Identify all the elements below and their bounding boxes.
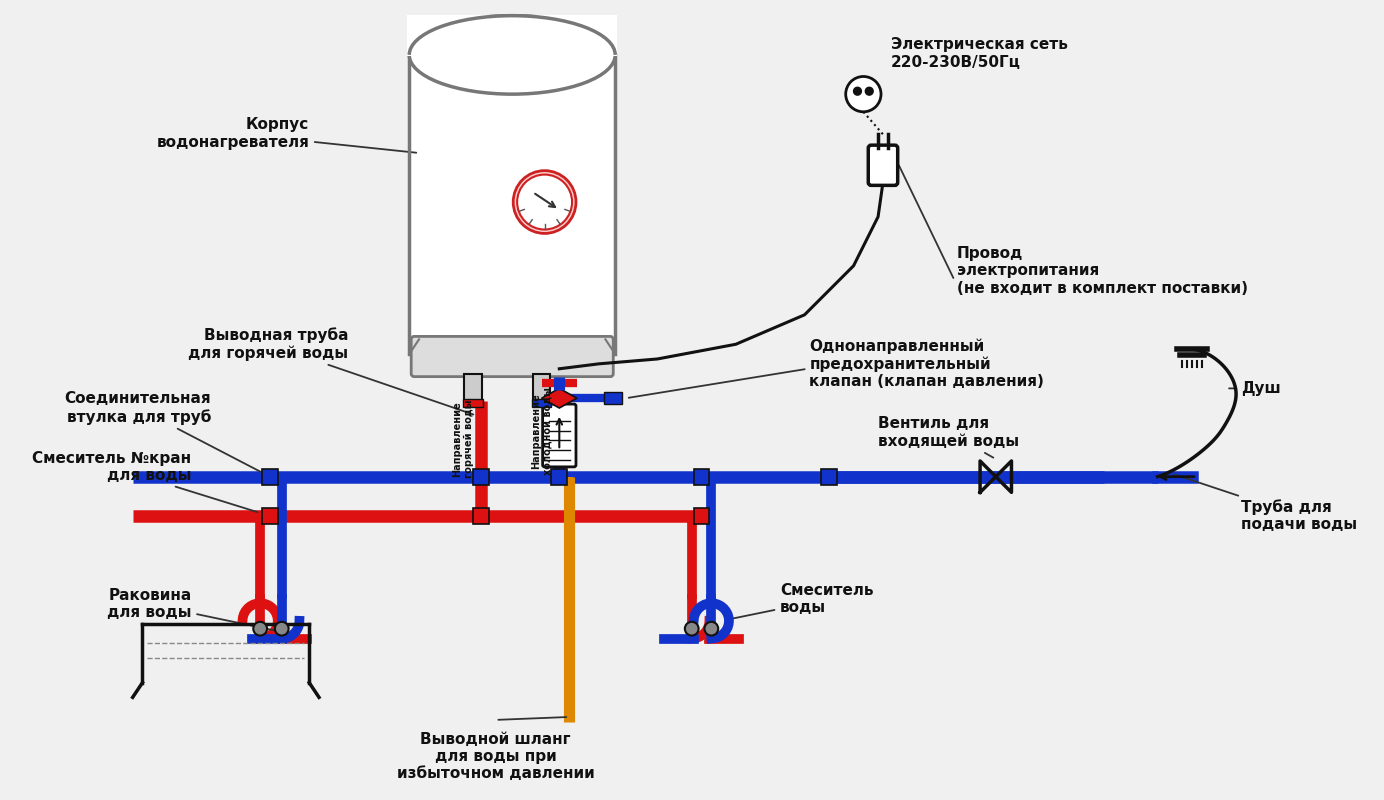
Text: Раковина
для воды: Раковина для воды bbox=[107, 588, 286, 633]
Text: Выводная труба
для горячей воды: Выводная труба для горячей воды bbox=[188, 327, 473, 414]
Bar bbox=[464, 374, 482, 401]
FancyBboxPatch shape bbox=[543, 404, 576, 467]
Polygon shape bbox=[541, 388, 577, 408]
Circle shape bbox=[865, 87, 873, 95]
Text: Направление
холодной воды: Направление холодной воды bbox=[531, 388, 552, 475]
Bar bbox=[473, 469, 489, 485]
FancyBboxPatch shape bbox=[868, 145, 898, 186]
Text: Провод
электропитания
(не входит в комплект поставки): Провод электропитания (не входит в компл… bbox=[956, 246, 1247, 295]
Bar bbox=[693, 508, 710, 524]
Text: Вентиль для
входящей воды: Вентиль для входящей воды bbox=[877, 416, 1019, 458]
Circle shape bbox=[518, 174, 572, 230]
Text: Корпус
водонагревателя: Корпус водонагревателя bbox=[156, 117, 417, 153]
Bar bbox=[262, 469, 278, 485]
Circle shape bbox=[275, 622, 289, 635]
Text: Смеситель №кран
для воды: Смеситель №кран для воды bbox=[32, 450, 257, 512]
Text: Направление
горячей воды: Направление горячей воды bbox=[453, 400, 475, 478]
Bar bbox=[693, 469, 710, 485]
Text: Душ: Душ bbox=[1241, 381, 1280, 396]
Bar bbox=[551, 469, 567, 485]
Bar bbox=[605, 392, 621, 404]
FancyBboxPatch shape bbox=[411, 337, 613, 377]
Bar bbox=[531, 399, 551, 407]
Text: Соединительная
втулка для труб: Соединительная втулка для труб bbox=[65, 391, 267, 475]
Text: Труба для
подачи воды: Труба для подачи воды bbox=[1175, 474, 1358, 533]
Text: Электрическая сеть
220-230В/50Гц: Электрическая сеть 220-230В/50Гц bbox=[891, 38, 1067, 70]
Bar bbox=[410, 55, 616, 354]
Circle shape bbox=[685, 622, 699, 635]
Bar bbox=[473, 508, 489, 524]
Text: Смеситель
воды: Смеситель воды bbox=[734, 583, 873, 618]
Circle shape bbox=[513, 170, 576, 234]
Text: Выводной шланг
для воды при
избыточном давлении: Выводной шланг для воды при избыточном д… bbox=[397, 732, 595, 782]
Text: Однонаправленный
предохранительный
клапан (клапан давления): Однонаправленный предохранительный клапа… bbox=[810, 338, 1045, 390]
Circle shape bbox=[854, 87, 861, 95]
Circle shape bbox=[253, 622, 267, 635]
Bar bbox=[407, 14, 617, 56]
Bar bbox=[821, 469, 837, 485]
Bar bbox=[262, 508, 278, 524]
Circle shape bbox=[704, 622, 718, 635]
Circle shape bbox=[846, 77, 882, 112]
Bar bbox=[533, 374, 551, 401]
Bar bbox=[464, 399, 483, 407]
Ellipse shape bbox=[410, 16, 616, 94]
